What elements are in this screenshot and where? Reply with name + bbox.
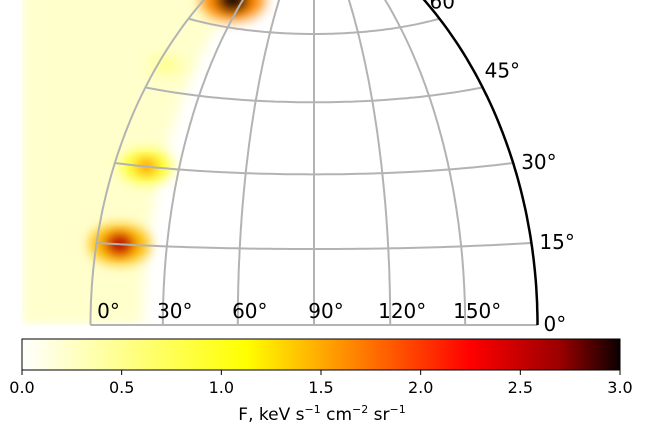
projection-map: 0°30°60°90°120°150° 0°15°30°45°60°75° bbox=[22, 0, 575, 336]
latitude-tick-label: 60° bbox=[430, 0, 465, 14]
longitude-tick-label: 150° bbox=[453, 299, 501, 323]
longitude-tick-label: 0° bbox=[97, 299, 120, 323]
longitude-gridline bbox=[383, 0, 467, 326]
latitude-tick-label: 45° bbox=[485, 58, 520, 82]
longitude-tick-label: 30° bbox=[157, 299, 192, 323]
colorbar-tick-label: 1.0 bbox=[209, 378, 234, 397]
colorbar-tick-label: 3.0 bbox=[607, 378, 632, 397]
colorbar-label: F, keV s−1 cm−2 sr−1 bbox=[238, 403, 405, 425]
longitude-tick-labels: 0° 30° 60° 90° 120° 150° bbox=[97, 299, 501, 323]
colorbar-tick-label: 0.0 bbox=[9, 378, 34, 397]
latitude-tick-label: 15° bbox=[539, 230, 574, 254]
latitude-tick-label: 30° bbox=[521, 150, 556, 174]
longitude-tick-label: 60° bbox=[232, 299, 267, 323]
colorbar-gradient bbox=[21, 338, 621, 371]
colorbar-tick-label: 1.5 bbox=[308, 378, 333, 397]
colorbar: 0.0 0.5 1.0 1.5 2.0 2.5 3.0 F, keV s−1 cm−2 sr… bbox=[9, 338, 633, 425]
colorbar-ticks: 0.0 0.5 1.0 1.5 2.0 2.5 3.0 bbox=[9, 370, 633, 397]
longitude-tick-label: 120° bbox=[378, 299, 426, 323]
latitude-tick-labels: 0°15°30°45°60°75° bbox=[430, 0, 575, 336]
latitude-tick-label: 0° bbox=[544, 312, 567, 336]
colorbar-tick-label: 0.5 bbox=[109, 378, 134, 397]
longitude-gridline bbox=[347, 0, 392, 325]
longitude-gridline bbox=[89, 0, 206, 325]
map-boundary bbox=[422, 0, 539, 325]
hotspot-halo bbox=[200, 0, 265, 21]
hotspot bbox=[158, 60, 174, 71]
graticule bbox=[89, 0, 538, 326]
longitude-tick-label: 90° bbox=[308, 299, 343, 323]
longitude-gridline bbox=[161, 0, 245, 326]
colorbar-tick-label: 2.5 bbox=[508, 378, 533, 397]
longitude-gridline bbox=[236, 0, 281, 325]
heatmap-background bbox=[22, 0, 314, 325]
colorbar-tick-label: 2.0 bbox=[408, 378, 433, 397]
